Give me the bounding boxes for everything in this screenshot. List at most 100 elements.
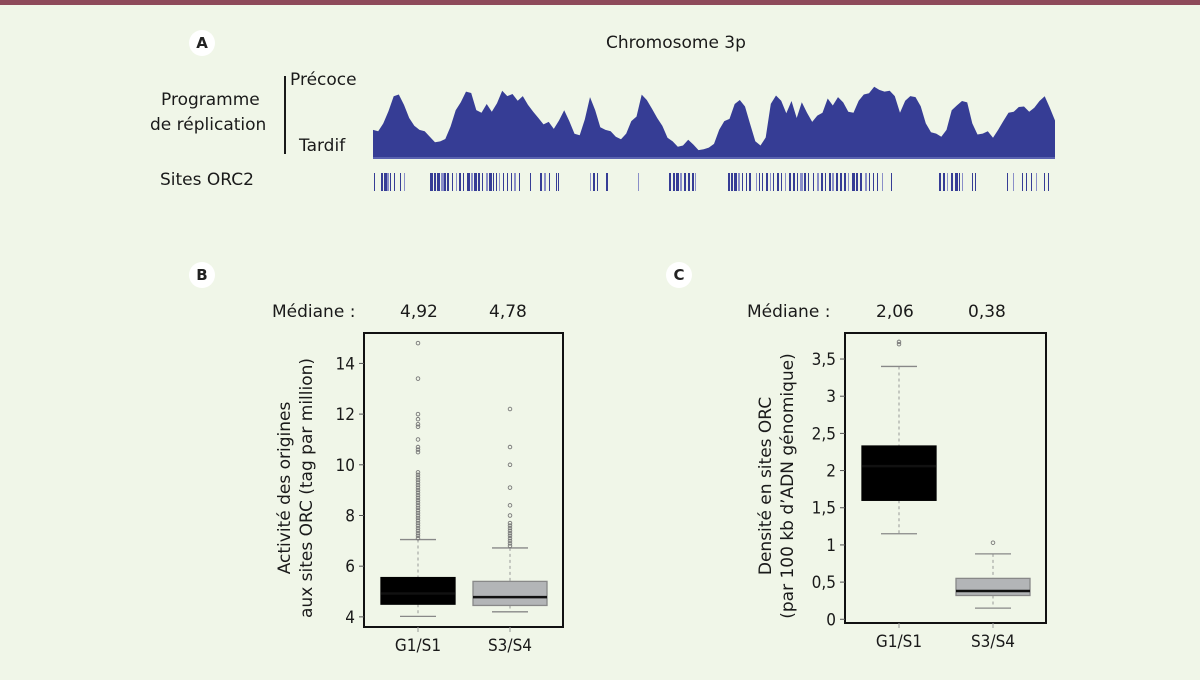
plot-c-ytick-label: 1,5 [812,499,836,519]
orc2-site-mark [680,173,682,191]
plot-b-outlier [507,541,513,546]
late-label: Tardif [299,136,346,156]
orc2-site-mark [829,173,831,191]
median-value-b-g1s1: 4,92 [400,302,438,322]
panel-b-badge: B [189,262,215,288]
orc2-site-mark [695,173,696,191]
orc2-site-mark [756,173,757,191]
plot-b-outlier [415,500,421,506]
orc2-site-mark [463,173,464,191]
orc2-site-mark [474,173,477,191]
plot-b-outlier [415,482,421,488]
orc2-sites-track [374,173,1049,191]
plot-b-outlier [415,477,421,483]
orc2-site-mark [544,173,546,191]
orc2-site-mark [514,173,516,191]
plot-b-outlier [415,510,421,516]
replication-range-bar [284,76,286,154]
plot-b-outlier [415,518,421,523]
orc2-site-mark [519,173,520,191]
orc2-site-mark [511,173,512,191]
plot-b-box [380,576,456,605]
orc2-site-mark [832,173,834,191]
plot-b-outlier [415,528,421,533]
plot-b-outlier [415,530,421,536]
plot-b-outlier [415,495,421,500]
plot-b-ytick-label: 6 [345,557,355,577]
orc2-site-mark [499,173,500,191]
orc2-site-mark [797,173,798,191]
orc2-site-mark [590,173,591,191]
orc2-site-mark [471,173,473,191]
orc2-site-mark [777,173,779,191]
orc2-site-mark [836,173,838,191]
orc2-site-mark [1022,173,1023,191]
orc2-site-mark [394,173,395,191]
plot-b-outlier [507,485,513,490]
orc2-site-mark [766,173,768,191]
plot-b-outlier [507,520,513,526]
orc2-site-mark [549,173,550,191]
plot-b-outlier [415,498,421,503]
orc2-site-mark [486,173,488,191]
plot-b-ytick-label: 14 [336,354,355,374]
plot-b-outlier [415,533,421,539]
plot-b-outlier [415,416,421,422]
orc2-site-mark [873,173,874,191]
orc2-site-mark [390,173,391,191]
orc2-site-mark [781,173,782,191]
orc2-site-mark [891,173,892,191]
plot-b-outlier [507,444,513,450]
orc2-site-mark [972,173,973,191]
orc2-site-mark [478,173,480,191]
orc2-site-mark [688,173,690,191]
plot-b-outlier [415,520,421,526]
orc2-site-mark [770,173,771,191]
orc2-site-mark [1044,173,1045,191]
orc2-site-mark [673,173,675,191]
orc2-site-mark [597,173,598,191]
plot-c-xtick-label: S3/S4 [971,632,1015,652]
plot-b-ylabel-line1: Activité des origines [275,402,295,575]
plot-c-outlier [896,341,902,347]
plot-b-ylabel-line2: aux sites ORC (tag par million) [297,358,317,618]
plot-c-xtick-label: G1/S1 [876,632,922,652]
orc2-site-mark [959,173,960,191]
median-value-c-g1s1: 2,06 [876,302,914,322]
plot-b-outlier [507,513,513,518]
orc2-site-mark [742,173,743,191]
plot-b-outlier [415,411,421,417]
orc2-site-mark [593,173,595,191]
orc2-site-mark [430,173,433,191]
plot-b-outlier [415,487,421,493]
orc2-site-mark [808,173,809,191]
orc2-site-mark [882,173,883,191]
orc2-site-mark [489,173,492,191]
plot-b-outlier [415,513,421,518]
plot-b-outlier [415,421,421,427]
orc2-site-mark [459,173,461,191]
orc2-site-mark [1031,173,1032,191]
plot-b-outlier [415,340,421,346]
plot-b-outlier [415,508,421,513]
orc2-site-mark [387,173,389,191]
plot-b-outlier [507,528,513,533]
plot-c-outlier [990,540,996,545]
orc2-site-mark [962,173,963,191]
orc2-site-mark [865,173,867,191]
plot-b-outlier [507,503,513,508]
early-label: Précoce [290,70,357,90]
orc2-site-mark [821,173,823,191]
orc2-site-mark [503,173,504,191]
plot-b-ytick-label: 10 [336,456,355,476]
plot-b-outlier [507,533,513,539]
boxplot-b: 4 6 8 10 12 14 Activité des origines aux sites … [275,332,564,656]
plot-c-ytick-label: 0 [826,610,836,630]
orc2-site-mark [804,173,806,191]
median-value-b-s3s4: 4,78 [489,302,527,322]
plot-b-outlier [415,424,421,430]
orc2-site-mark [955,173,958,191]
orc2-site-mark [939,173,941,191]
panel-c-badge: C [666,262,692,288]
